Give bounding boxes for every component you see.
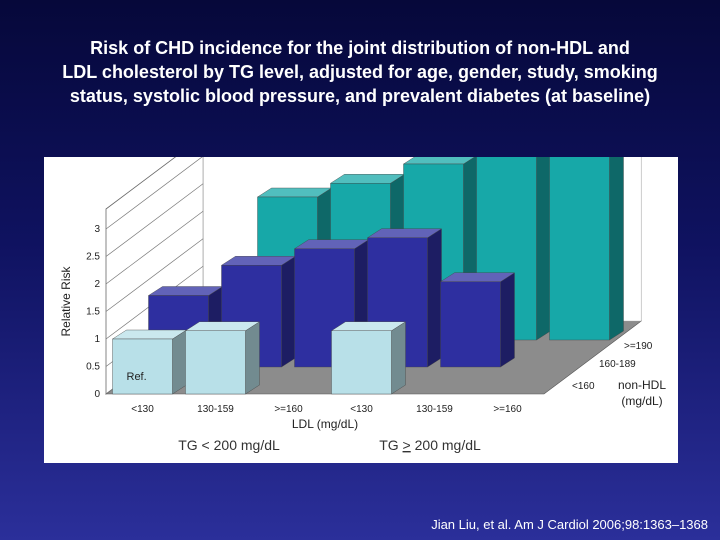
bar-front [185,330,246,395]
bar-160-189-4 [439,272,516,368]
x-tick-label: >=160 [274,404,303,415]
title-line-2: LDL cholesterol by TG level, adjusted fo… [62,62,658,82]
bar-side [427,228,442,368]
ref-annotation: Ref. [127,371,147,383]
bar-<160-3 [330,321,407,395]
bar-side [500,272,515,368]
y-tick-label: 0.5 [86,362,100,373]
depth-axis-label: (mg/dL) [621,394,662,408]
bar-front [331,330,392,395]
bar-front [112,338,173,395]
depth-label-2: >=190 [624,341,653,352]
x-tick-label: >=160 [493,404,522,415]
y-tick-label: 2 [94,279,100,290]
y-axis-label: Relative Risk [59,265,73,336]
bar-<160-1 [184,321,261,395]
bar-front [440,281,501,368]
bar-side [391,321,406,395]
depth-axis-label: non-HDL [618,378,666,392]
bar-side [609,157,624,341]
tg-group-label-1: TG > 200 mg/dL [379,437,481,453]
y-gridline [105,210,204,285]
x-tick-label: <130 [350,404,373,415]
x-tick-label: <130 [131,404,154,415]
bar-side [281,255,296,368]
y-tick-label: 0 [94,389,100,400]
y-gridline [105,157,203,230]
y-tick-label: 1 [94,334,100,345]
bar-front [549,157,610,341]
chart-panel: 0 0.5 1 1.5 2 2.5 3 Relative Risk Ref. <130 130-15… [44,157,678,463]
tg-group-label-0: TG < 200 mg/dL [178,437,280,453]
x-tick-label: 130-159 [416,404,453,415]
x-tick-label: 130-159 [197,404,234,415]
bar-<160-0 [111,329,188,395]
y-tick-label: 3 [94,224,100,235]
depth-label-0: <160 [572,381,595,392]
bar-side [245,321,260,395]
bar-side [172,329,187,395]
depth-label-1: 160-189 [599,359,636,370]
bar-side [536,157,551,341]
y-gridline [105,183,204,257]
title-line-1: Risk of CHD incidence for the joint dist… [90,38,630,58]
citation: Jian Liu, et al. Am J Cardiol 2006;98:13… [431,517,708,532]
x-axis-label: LDL (mg/dL) [292,417,358,431]
y-tick-label: 1.5 [86,307,100,318]
chart-title: Risk of CHD incidence for the joint dist… [10,36,710,108]
y-tick-label: 2.5 [86,252,100,263]
chart-svg: 0 0.5 1 1.5 2 2.5 3 Relative Risk Ref. <130 130-15… [59,157,666,453]
title-line-3: status, systolic blood pressure, and pre… [69,86,651,106]
bar->=190-5 [549,157,624,341]
y-gridline [105,238,204,312]
